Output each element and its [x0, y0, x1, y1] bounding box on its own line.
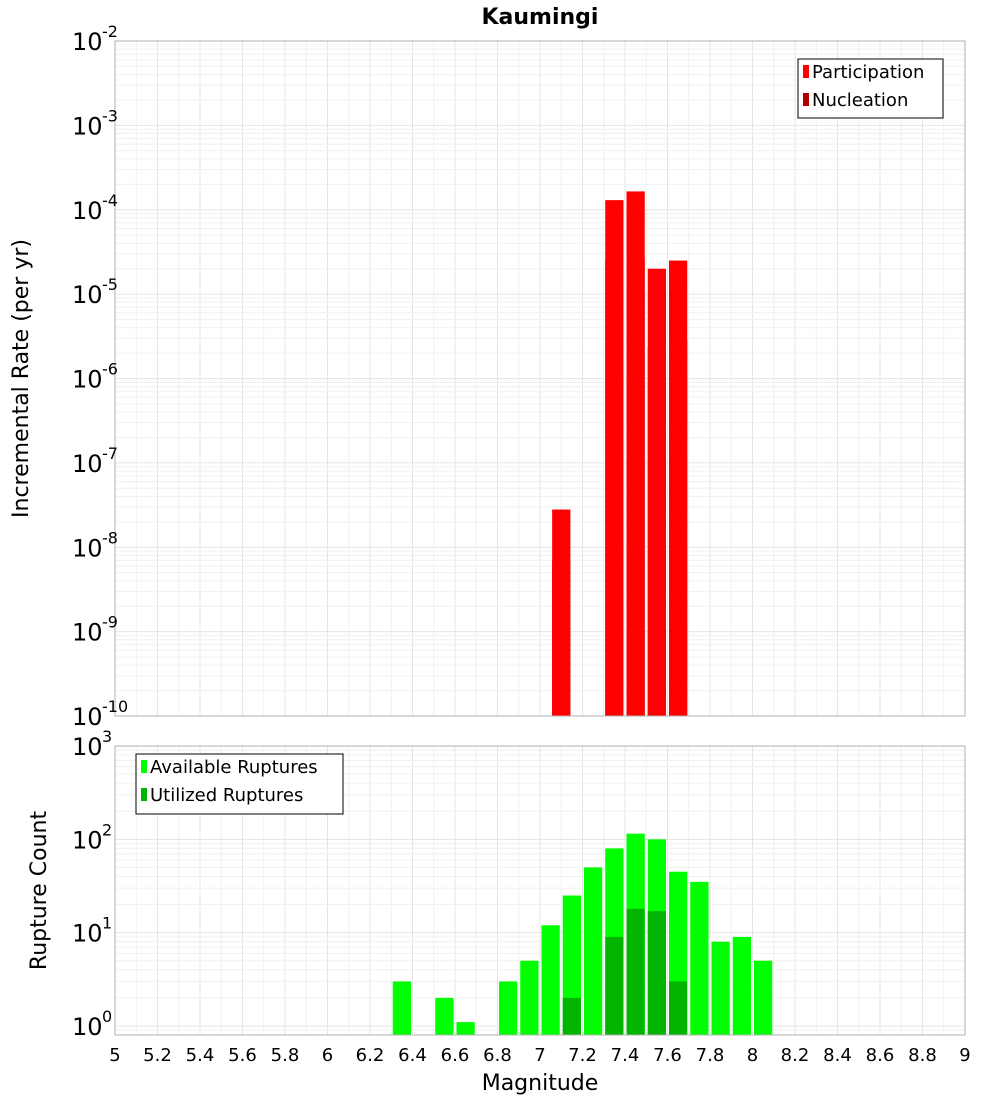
legend: Participation Nucleation: [797, 58, 944, 119]
bar-utilized-ruptures: [647, 911, 666, 1035]
y-tick-label: 10: [72, 112, 103, 140]
bar-available-ruptures: [711, 941, 730, 1035]
x-tick-label: 5.2: [143, 1045, 172, 1066]
bar-available-ruptures: [732, 936, 751, 1035]
legend-swatch: [803, 93, 809, 106]
y-tick-exponent: -5: [102, 275, 118, 294]
x-axis-label: Magnitude: [482, 1071, 599, 1096]
x-tick-label: 8.4: [823, 1045, 852, 1066]
y-tick-label: 10: [72, 366, 103, 394]
y-tick-exponent: -3: [102, 106, 118, 125]
y-tick-label: 10: [72, 281, 103, 309]
bar-available-ruptures: [435, 997, 454, 1035]
bar-available-ruptures: [520, 960, 539, 1035]
x-tick-label: 5: [109, 1045, 120, 1066]
y-axis-label: Rupture Count: [27, 811, 52, 971]
legend-box: [797, 58, 944, 119]
y-tick-exponent: -6: [102, 360, 118, 379]
x-tick-label: 7.2: [568, 1045, 597, 1066]
legend-swatch: [803, 65, 809, 78]
legend-swatch: [141, 788, 147, 801]
x-tick-label: 6.6: [441, 1045, 470, 1066]
legend-swatch: [141, 760, 147, 773]
x-tick-label: 5.8: [271, 1045, 300, 1066]
x-tick-label: 5.4: [186, 1045, 215, 1066]
x-tick-label: 9: [959, 1045, 970, 1066]
bar-available-ruptures: [456, 1022, 475, 1035]
y-tick-label: 10: [72, 619, 103, 647]
bar-available-ruptures: [541, 925, 560, 1035]
legend: Available Ruptures Utilized Ruptures: [135, 753, 344, 815]
y-tick-exponent: -2: [102, 22, 118, 41]
x-tick-label: 6.2: [356, 1045, 385, 1066]
bar-utilized-ruptures: [626, 908, 645, 1035]
y-tick-label: 10: [72, 197, 103, 225]
bar-available-ruptures: [584, 867, 603, 1035]
legend-label: Available Ruptures: [150, 757, 318, 778]
y-tick-exponent: -10: [102, 697, 128, 716]
bar-available-ruptures: [499, 981, 518, 1035]
x-tick-label: 8.2: [781, 1045, 810, 1066]
y-tick-label: 10: [72, 703, 103, 731]
bar-available-ruptures: [690, 881, 709, 1035]
y-tick-label: 10: [72, 450, 103, 478]
x-tick-label: 7.4: [611, 1045, 640, 1066]
bar-participation: [669, 260, 688, 716]
chart-panel-2: 10 010 110 210 35 5.2 5.4 5.6 5.8 6 6.2 6.4 6.6 6.8 7 7…: [27, 727, 971, 1096]
bar-participation: [647, 268, 666, 716]
y-tick-label: 10: [72, 826, 103, 854]
x-tick-label: 8: [747, 1045, 758, 1066]
plot-frame: [114, 745, 966, 1036]
y-tick-exponent: -9: [102, 613, 118, 632]
y-tick-label: 10: [72, 1013, 103, 1041]
x-tick-label: 7: [534, 1045, 545, 1066]
y-tick-exponent: 0: [102, 1007, 112, 1026]
x-tick-label: 6.4: [398, 1045, 427, 1066]
bar-available-ruptures: [392, 981, 411, 1035]
y-tick-exponent: 3: [102, 727, 112, 746]
x-tick-label: 5.6: [228, 1045, 257, 1066]
x-tick-label: 7.6: [653, 1045, 682, 1066]
x-tick-label: 6: [322, 1045, 333, 1066]
y-axis-label: Incremental Rate (per yr): [9, 239, 34, 518]
legend-label: Nucleation: [812, 90, 908, 111]
plot-frame: [114, 40, 966, 717]
y-tick-label: 10: [72, 920, 103, 948]
bar-utilized-ruptures: [562, 997, 581, 1035]
x-tick-label: 8.6: [866, 1045, 895, 1066]
y-tick-exponent: -8: [102, 528, 118, 547]
y-tick-label: 10: [72, 534, 103, 562]
legend-box: [135, 753, 344, 815]
bar-utilized-ruptures: [669, 981, 688, 1035]
bar-available-ruptures: [754, 960, 773, 1035]
y-tick-label: 10: [72, 733, 103, 761]
x-tick-label: 8.8: [908, 1045, 937, 1066]
y-tick-exponent: -4: [102, 191, 118, 210]
bar-utilized-ruptures: [605, 936, 624, 1035]
y-tick-exponent: 1: [102, 914, 112, 933]
bar-participation: [552, 509, 571, 716]
y-tick-label: 10: [72, 28, 103, 56]
legend-label: Participation: [812, 62, 924, 83]
chart-title: Kaumingi: [482, 5, 599, 30]
bar-participation: [626, 191, 645, 717]
x-tick-label: 6.8: [483, 1045, 512, 1066]
bar-participation: [605, 200, 624, 716]
x-tick-label: 7.8: [696, 1045, 725, 1066]
y-tick-exponent: -7: [102, 444, 118, 463]
legend-label: Utilized Ruptures: [150, 785, 303, 806]
y-tick-exponent: 2: [102, 820, 112, 839]
